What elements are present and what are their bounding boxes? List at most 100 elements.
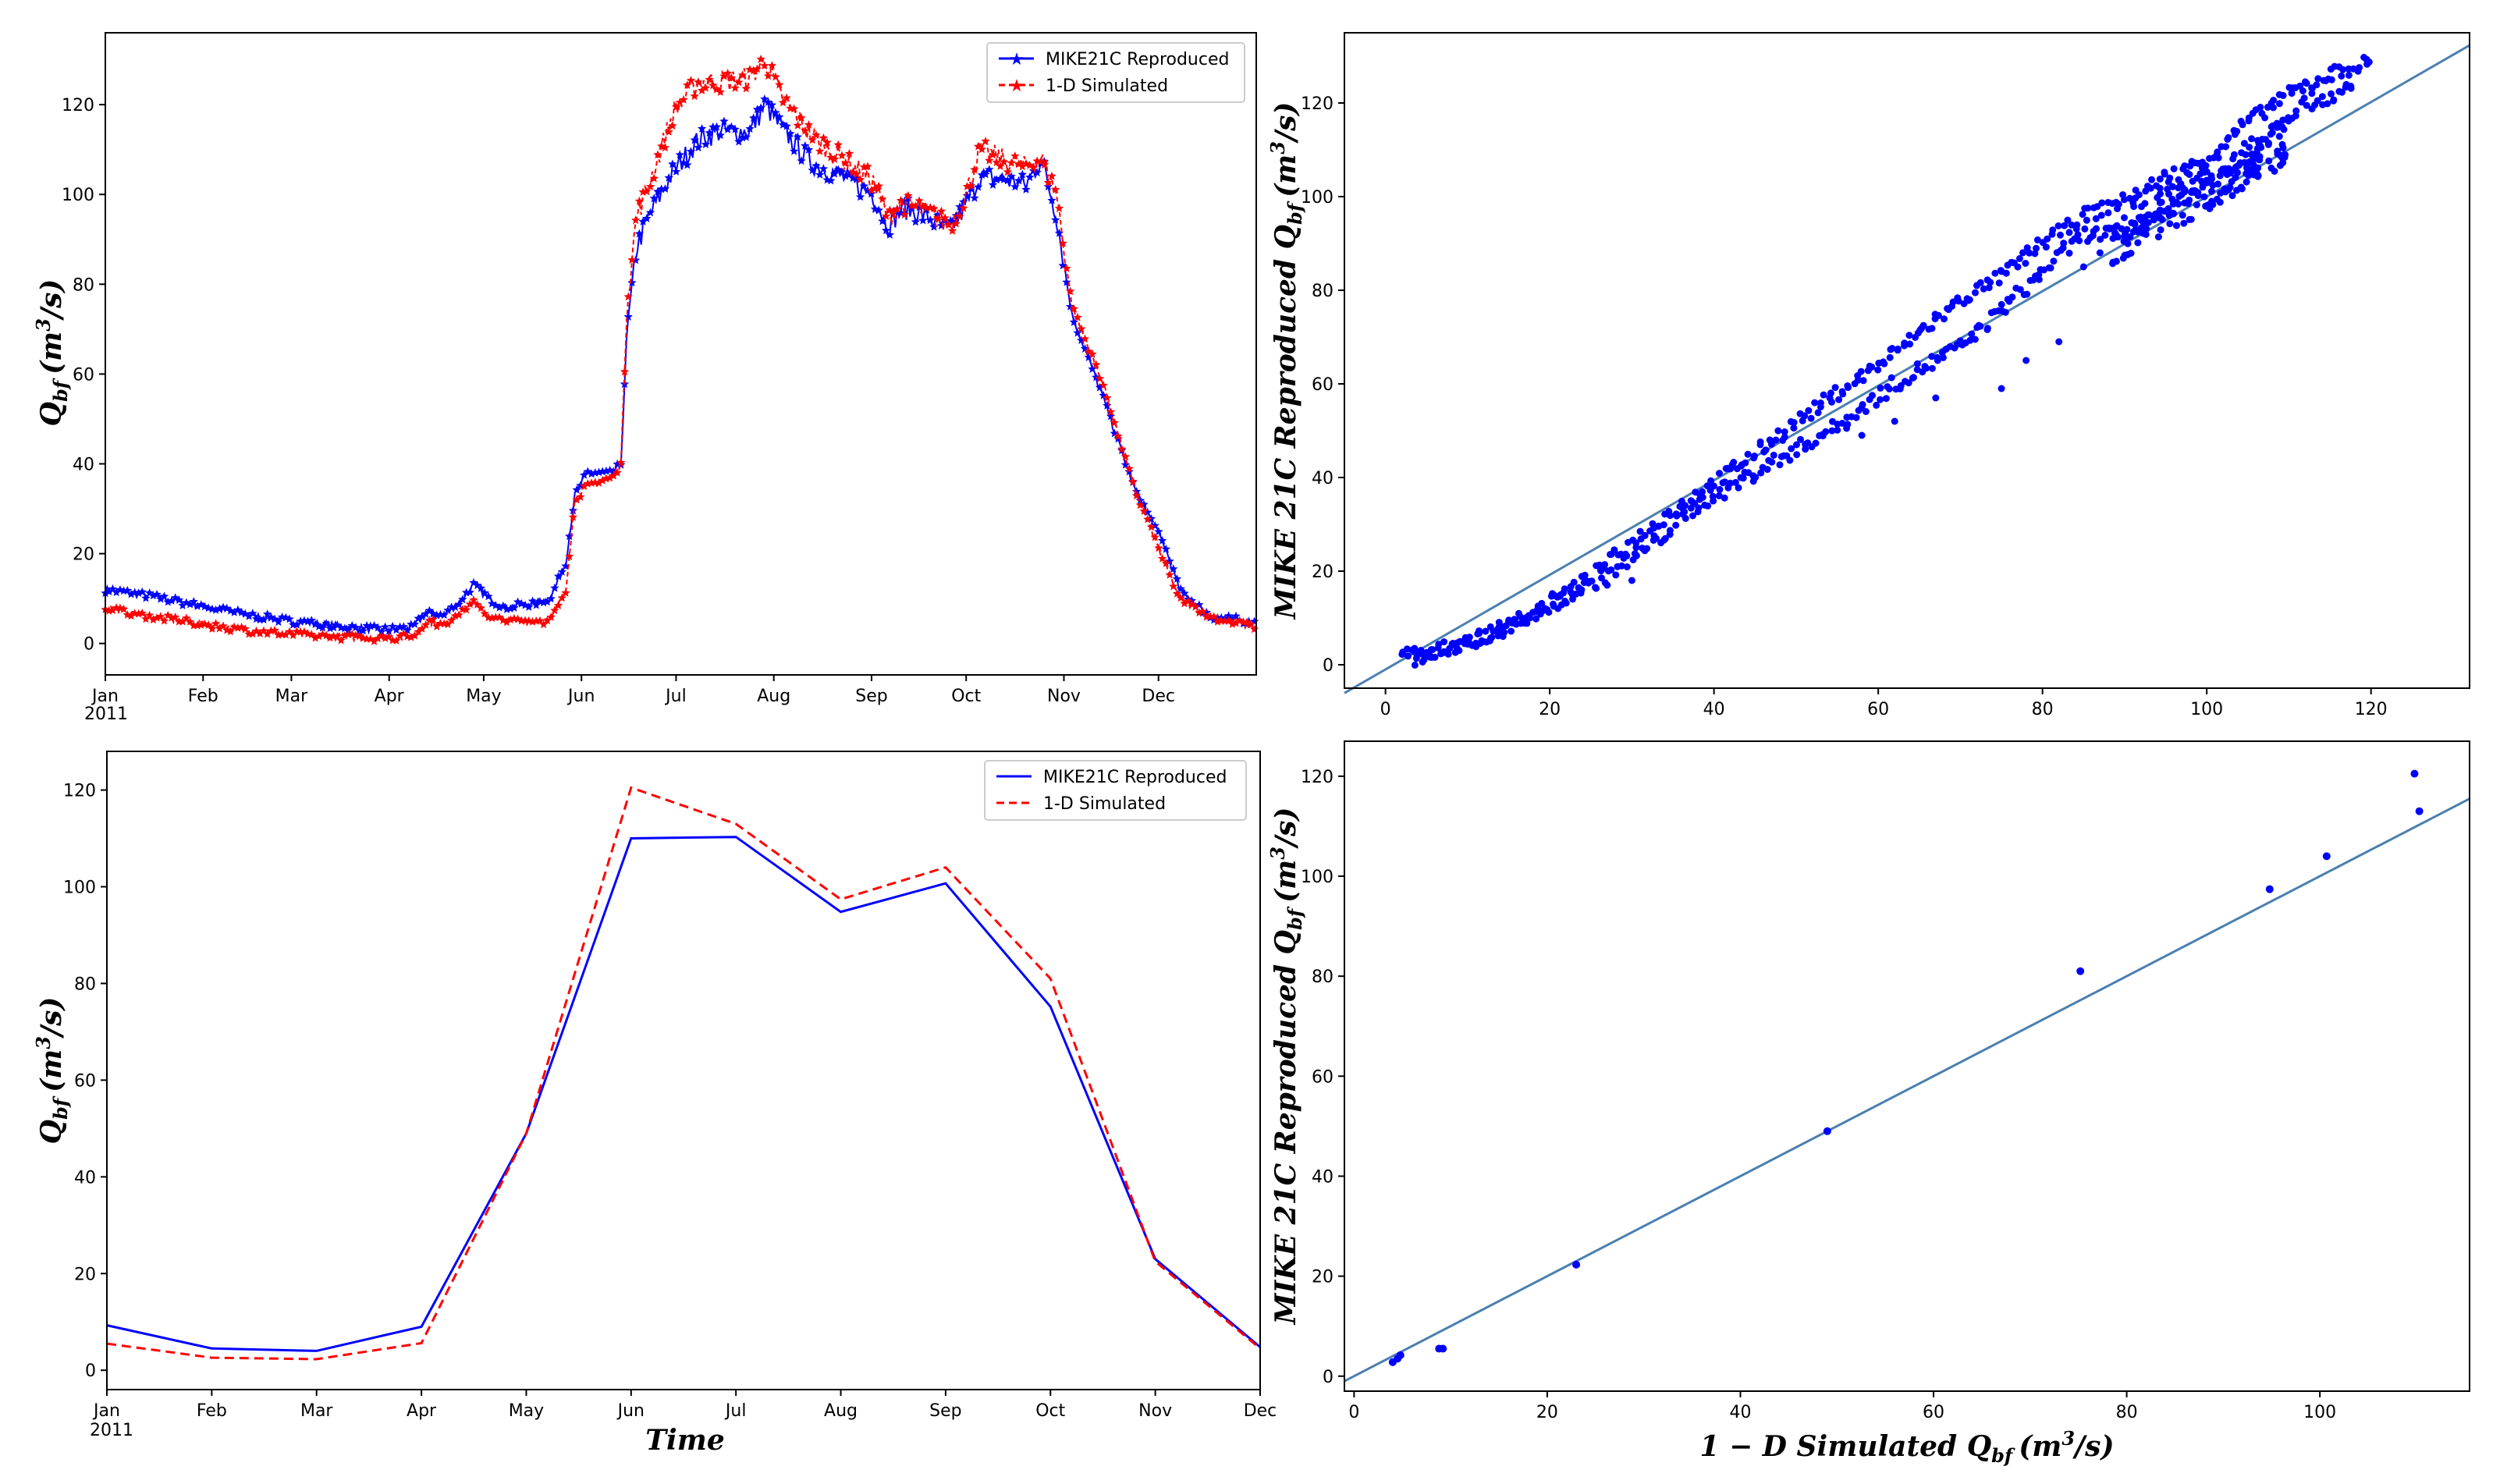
scatter-point xyxy=(1852,414,1860,421)
scatter-point xyxy=(1752,474,1760,481)
star-marker xyxy=(229,608,239,616)
scatter-point xyxy=(2076,967,2085,975)
scatter-point xyxy=(2233,127,2241,135)
star-marker xyxy=(576,492,585,501)
star-marker xyxy=(1014,159,1024,169)
y-tick-label: 60 xyxy=(73,365,94,385)
scatter-point xyxy=(1412,655,1420,662)
scatter-point xyxy=(2060,240,2068,247)
scatter-point xyxy=(2104,209,2112,217)
star-marker xyxy=(829,169,840,178)
scatter-point xyxy=(2084,204,2092,212)
star-marker xyxy=(686,76,696,85)
star-marker xyxy=(723,125,733,133)
monthly-timeseries-y-axis-label: Qbf(m3/s) xyxy=(32,997,72,1145)
scatter-point xyxy=(1919,321,1927,329)
x-tick-label: Nov xyxy=(1047,687,1081,706)
star-marker xyxy=(1088,364,1097,373)
star-marker xyxy=(613,467,622,477)
scatter-point xyxy=(2173,222,2180,229)
star-marker xyxy=(550,605,559,615)
scatter-point xyxy=(1886,353,1894,361)
legend-star-mike: ★ xyxy=(1009,50,1025,69)
scatter-point xyxy=(1465,634,1472,641)
star-marker xyxy=(778,120,788,129)
star-marker xyxy=(1095,382,1105,392)
scatter-point xyxy=(1980,285,1987,293)
star-marker xyxy=(148,591,158,600)
scatter-point xyxy=(1835,396,1843,403)
scatter-point xyxy=(1845,384,1852,392)
daily-scatter-frame xyxy=(1344,32,2470,689)
star-marker xyxy=(499,601,508,610)
star-marker xyxy=(745,124,755,133)
scatter-point xyxy=(1887,374,1895,382)
star-marker xyxy=(885,230,895,239)
star-marker xyxy=(428,609,438,618)
scatter-point xyxy=(2292,112,2299,119)
star-marker xyxy=(690,135,699,144)
scatter-point xyxy=(1420,656,1428,663)
scatter-point xyxy=(2196,170,2204,178)
star-marker xyxy=(833,165,843,174)
star-marker xyxy=(465,599,474,609)
star-marker xyxy=(399,622,408,631)
star-marker xyxy=(263,629,272,638)
scatter-point xyxy=(1612,571,1620,579)
star-marker xyxy=(553,601,563,609)
star-marker xyxy=(443,620,453,629)
scatter-point xyxy=(2022,260,2029,267)
scatter-point xyxy=(2049,226,2057,234)
star-marker xyxy=(439,610,449,620)
scatter-point xyxy=(1811,399,1819,407)
star-marker xyxy=(671,102,681,111)
star-marker xyxy=(893,204,902,214)
star-marker xyxy=(852,169,861,179)
daily-timeseries-legend: ★ MIKE21C Reproduced ★ 1-D Simulated xyxy=(986,42,1245,103)
star-marker xyxy=(936,206,946,215)
star-marker xyxy=(852,173,861,183)
star-marker xyxy=(992,158,1001,166)
series-line-mike21c xyxy=(105,96,1255,635)
star-marker xyxy=(837,167,847,176)
star-marker xyxy=(1157,554,1167,563)
scatter-point xyxy=(1673,512,1681,520)
legend-label-mike: MIKE21C Reproduced xyxy=(1046,50,1229,69)
scatter-point xyxy=(2016,286,2024,293)
scatter-points xyxy=(1398,54,2373,669)
star-marker xyxy=(108,584,118,593)
star-marker xyxy=(1223,611,1234,620)
scatter-point xyxy=(1934,357,1941,364)
star-marker xyxy=(428,615,438,623)
scatter-point xyxy=(1681,514,1689,522)
star-marker xyxy=(1054,228,1064,237)
scatter-point xyxy=(1710,482,1717,490)
scatter-point xyxy=(2126,233,2134,240)
star-marker xyxy=(1021,185,1031,193)
star-marker xyxy=(1051,185,1060,193)
scatter-point xyxy=(2299,87,2306,94)
scatter-point xyxy=(1562,599,1570,607)
star-marker xyxy=(1069,317,1079,326)
x-tick-label: 80 xyxy=(2116,1403,2138,1422)
scatter-point xyxy=(2221,165,2229,172)
scatter-point xyxy=(1923,364,1930,372)
star-marker xyxy=(318,623,328,632)
star-marker xyxy=(1184,596,1193,605)
star-marker xyxy=(808,135,817,144)
star-marker xyxy=(977,144,987,154)
star-marker xyxy=(855,175,865,184)
star-marker xyxy=(1238,617,1248,627)
star-marker xyxy=(1131,491,1142,500)
scatter-point xyxy=(2281,151,2289,158)
scatter-point xyxy=(1877,384,1884,392)
scatter-point xyxy=(2253,154,2260,162)
scatter-point xyxy=(2186,171,2193,179)
star-marker xyxy=(1092,372,1101,382)
star-marker xyxy=(623,292,633,301)
star-marker xyxy=(388,621,397,630)
star-marker xyxy=(985,165,994,174)
scatter-point xyxy=(2127,250,2135,257)
scatter-point xyxy=(2221,188,2229,196)
star-marker xyxy=(988,150,998,159)
